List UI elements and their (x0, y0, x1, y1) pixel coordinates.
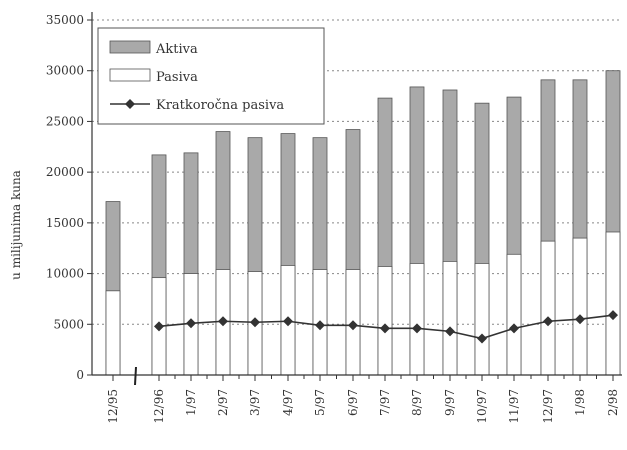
x-tick-label: 2/97 (216, 389, 230, 416)
x-tick-label: 11/97 (507, 389, 521, 424)
y-axis-title: u milijunima kuna (9, 170, 23, 280)
marker-kratkorocna (543, 316, 553, 327)
x-tick-label: 12/96 (152, 389, 166, 424)
bars-layer (105, 70, 621, 376)
marker-kratkorocna (186, 318, 196, 329)
y-tick-label: 25000 (46, 114, 84, 128)
bar-pasiva (442, 260, 458, 376)
marker-kratkorocna (283, 316, 293, 327)
x-tick-label: 5/97 (313, 389, 327, 416)
x-tick-label: 9/97 (443, 389, 457, 416)
y-tick-label: 15000 (46, 216, 84, 230)
x-tick-label: 3/97 (248, 389, 262, 416)
marker-kratkorocna (412, 323, 422, 334)
x-tick-label: 7/97 (378, 389, 392, 416)
marker-kratkorocna (575, 314, 585, 325)
x-tick-label: 6/97 (346, 389, 360, 416)
legend-label: Aktiva (155, 42, 198, 57)
bar-pasiva (409, 263, 425, 376)
x-tick-label: 12/95 (106, 389, 120, 424)
y-tick-label: 35000 (46, 13, 84, 27)
bar-pasiva (605, 231, 621, 376)
bar-pasiva (506, 253, 522, 376)
legend-swatch-kratkorocna-marker (125, 99, 135, 109)
bar-pasiva (572, 237, 588, 376)
marker-kratkorocna (445, 326, 455, 337)
legend-swatch-pasiva (109, 68, 151, 82)
bar-pasiva (540, 240, 556, 376)
line-layer (154, 310, 618, 344)
x-tick-label: 2/98 (606, 389, 620, 416)
axis-layer: 0 5000 10000 15000 20000 25000 30000 35000 12/95… (46, 12, 622, 424)
marker-kratkorocna (250, 317, 260, 328)
marker-kratkorocna (315, 320, 325, 331)
marker-kratkorocna (477, 333, 487, 344)
axis-break-mark (134, 366, 137, 386)
marker-kratkorocna (154, 321, 164, 332)
y-tick-label: 20000 (46, 165, 84, 179)
bar-pasiva (474, 263, 490, 376)
x-tick-label: 12/97 (541, 389, 555, 424)
marker-kratkorocna (218, 316, 228, 327)
x-tick-label: 4/97 (281, 389, 295, 416)
x-tick-label: 8/97 (410, 389, 424, 416)
x-tick-label: 10/97 (475, 389, 489, 424)
legend: Aktiva Pasiva Kratkoročna pasiva (97, 27, 325, 125)
legend-swatch-aktiva (109, 40, 151, 54)
marker-kratkorocna (509, 323, 519, 334)
marker-kratkorocna (380, 323, 390, 334)
legend-label: Kratkoročna pasiva (156, 98, 284, 113)
bar-pasiva (377, 266, 393, 376)
y-tick-label: 5000 (53, 317, 84, 331)
marker-kratkorocna (608, 310, 618, 321)
x-tick-label: 1/97 (184, 389, 198, 416)
legend-label: Pasiva (156, 70, 198, 85)
marker-kratkorocna (348, 320, 358, 331)
y-tick-label: 0 (76, 368, 84, 382)
y-tick-label: 30000 (46, 64, 84, 78)
x-tick-label: 1/98 (573, 389, 587, 416)
y-tick-label: 10000 (46, 267, 84, 281)
bar-pasiva (105, 290, 121, 376)
